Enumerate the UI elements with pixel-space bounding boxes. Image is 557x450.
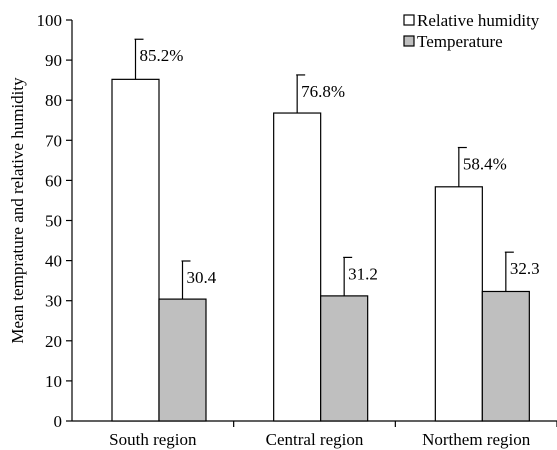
y-axis: 0 10 20 30 40 50 60 70 80 90 100 (37, 11, 73, 431)
x-category-label: South region (109, 430, 197, 449)
y-tick-label: 50 (45, 212, 62, 231)
data-label: 76.8% (301, 82, 345, 101)
y-tick-label: 60 (45, 171, 62, 190)
y-tick-label: 0 (54, 412, 63, 431)
y-tick-label: 20 (45, 332, 62, 351)
x-category-label: Central region (266, 430, 364, 449)
legend-swatch-relative-humidity (403, 14, 415, 26)
bar-relative-humidity (273, 112, 322, 422)
bar-relative-humidity (434, 186, 483, 422)
bar-temperature (158, 298, 207, 422)
data-label: 31.2 (348, 264, 378, 283)
legend-label: Relative humidity (417, 11, 540, 30)
data-label: 30.4 (187, 268, 217, 287)
y-tick-label: 90 (45, 51, 62, 70)
x-category-label: Northem region (422, 430, 531, 449)
bar-temperature (481, 290, 530, 422)
y-axis-title: Mean temprature and relative humidity (8, 77, 27, 344)
y-tick-label: 10 (45, 372, 62, 391)
legend: Relative humidity Temperature (403, 11, 540, 51)
bar-temperature (320, 295, 369, 422)
bar-relative-humidity (111, 78, 160, 422)
data-label: 85.2% (140, 46, 184, 65)
data-label: 32.3 (510, 259, 540, 278)
y-tick-label: 100 (37, 11, 63, 30)
y-tick-label: 70 (45, 131, 62, 150)
legend-label: Temperature (417, 32, 503, 51)
y-tick-label: 80 (45, 91, 62, 110)
data-label: 58.4% (463, 155, 507, 174)
bars: 85.2% 30.4 76.8% 31.2 58.4% 32.3 (111, 38, 540, 422)
x-axis: South region Central region Northem region (72, 420, 557, 449)
legend-swatch-temperature (403, 35, 415, 47)
y-tick-label: 30 (45, 292, 62, 311)
y-tick-label: 40 (45, 252, 62, 271)
